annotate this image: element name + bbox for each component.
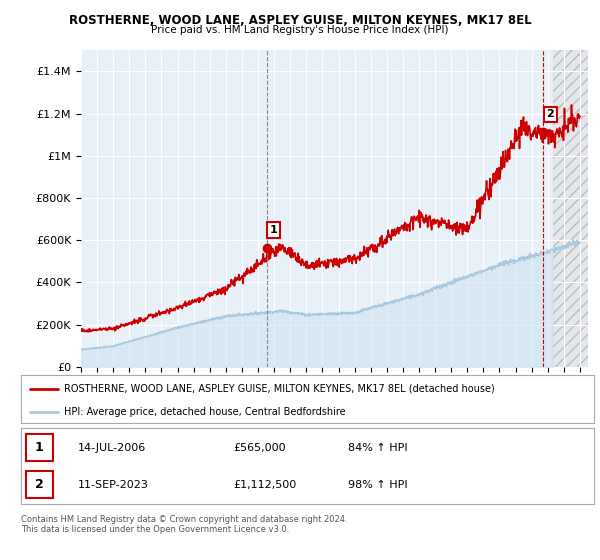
FancyBboxPatch shape xyxy=(26,472,53,498)
Text: ROSTHERNE, WOOD LANE, ASPLEY GUISE, MILTON KEYNES, MK17 8EL: ROSTHERNE, WOOD LANE, ASPLEY GUISE, MILT… xyxy=(68,14,532,27)
Text: £1,112,500: £1,112,500 xyxy=(233,480,296,490)
Text: HPI: Average price, detached house, Central Bedfordshire: HPI: Average price, detached house, Cent… xyxy=(64,407,346,417)
Text: 2: 2 xyxy=(547,109,554,119)
Text: Price paid vs. HM Land Registry's House Price Index (HPI): Price paid vs. HM Land Registry's House … xyxy=(151,25,449,35)
Text: 98% ↑ HPI: 98% ↑ HPI xyxy=(347,480,407,490)
Text: 14-JUL-2006: 14-JUL-2006 xyxy=(79,442,146,452)
Bar xyxy=(553,50,588,367)
Text: £565,000: £565,000 xyxy=(233,442,286,452)
Text: 11-SEP-2023: 11-SEP-2023 xyxy=(79,480,149,490)
Text: Contains HM Land Registry data © Crown copyright and database right 2024.: Contains HM Land Registry data © Crown c… xyxy=(21,515,347,524)
Text: 84% ↑ HPI: 84% ↑ HPI xyxy=(347,442,407,452)
Text: ROSTHERNE, WOOD LANE, ASPLEY GUISE, MILTON KEYNES, MK17 8EL (detached house): ROSTHERNE, WOOD LANE, ASPLEY GUISE, MILT… xyxy=(64,384,495,394)
FancyBboxPatch shape xyxy=(26,435,53,461)
Text: 1: 1 xyxy=(35,441,44,454)
Text: This data is licensed under the Open Government Licence v3.0.: This data is licensed under the Open Gov… xyxy=(21,525,289,534)
Bar xyxy=(553,50,588,367)
Text: 2: 2 xyxy=(35,478,44,491)
Text: 1: 1 xyxy=(270,225,278,235)
